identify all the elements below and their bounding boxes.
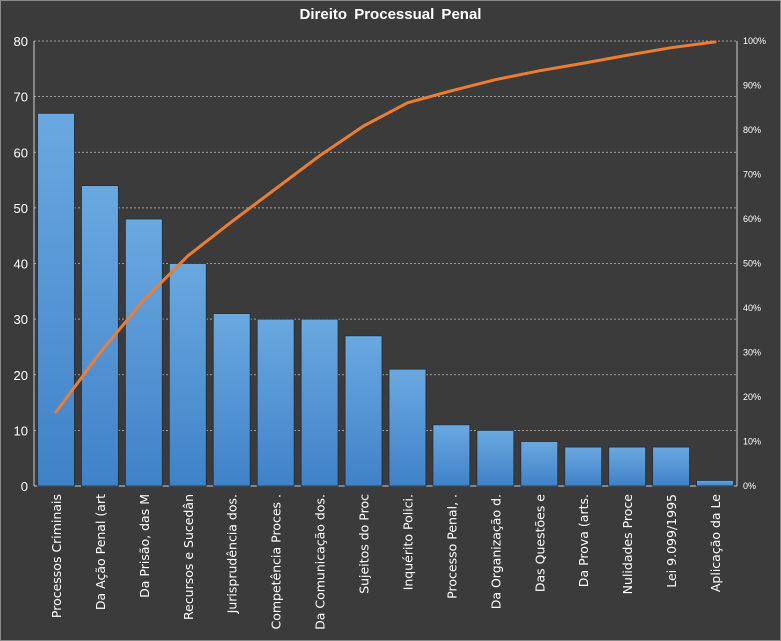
bar xyxy=(124,218,163,487)
chart-title: Direito Processual Penal xyxy=(299,6,482,23)
category-label: Jurisprudência dos. xyxy=(225,494,240,614)
category-label: Recursos e Sucedân xyxy=(181,494,196,620)
category-label: Competência Proces . xyxy=(269,494,284,630)
category-label: Sujeitos do Proc xyxy=(357,494,372,594)
category-label: Da Ação Penal (art xyxy=(93,494,108,610)
category-label: Aplicação da Le xyxy=(708,494,723,592)
y-tick-label: 0 xyxy=(21,479,28,494)
category-label: Da Organização d. xyxy=(488,494,503,609)
bar xyxy=(344,335,383,487)
y2-tick-label: 70% xyxy=(743,170,761,180)
y2-tick-label: 40% xyxy=(743,303,761,313)
category-label: Processo Penal, . xyxy=(444,494,459,599)
y2-tick-label: 10% xyxy=(743,437,761,447)
bar xyxy=(564,446,603,487)
category-label: Da Prisão, das M xyxy=(137,494,152,598)
category-label: Lei 9.099/1995 xyxy=(664,494,679,588)
bar xyxy=(696,480,734,487)
category-label: Da Comunicação dos. xyxy=(313,494,328,630)
bar xyxy=(476,429,515,487)
y2-tick-label: 20% xyxy=(743,392,761,402)
y2-tick-label: 100% xyxy=(743,36,766,46)
y-tick-label: 20 xyxy=(14,368,28,383)
bar xyxy=(300,318,339,487)
bar xyxy=(168,263,207,487)
bar xyxy=(256,318,295,487)
y-tick-label: 10 xyxy=(14,423,28,438)
y2-tick-label: 0% xyxy=(743,481,756,491)
y2-tick-label: 50% xyxy=(743,259,761,269)
bar xyxy=(520,441,559,487)
category-label: Da Prova (arts. xyxy=(576,494,591,587)
bar xyxy=(652,446,690,487)
category-label: Inquérito Polici. xyxy=(400,494,415,590)
bar xyxy=(432,424,471,487)
y-tick-label: 50 xyxy=(14,201,28,216)
category-label: Nulidades Proce xyxy=(620,494,635,595)
category-label: Processos Criminais xyxy=(49,494,64,618)
y2-tick-label: 80% xyxy=(743,125,761,135)
y-tick-label: 30 xyxy=(14,312,28,327)
bar xyxy=(388,368,427,487)
y-tick-label: 70 xyxy=(14,90,28,105)
category-label: Das Questões e xyxy=(532,494,547,592)
y-tick-label: 40 xyxy=(14,257,28,272)
y2-tick-label: 90% xyxy=(743,81,761,91)
y-tick-label: 80 xyxy=(14,34,28,49)
bar xyxy=(37,112,75,487)
y2-tick-label: 30% xyxy=(743,348,761,358)
bar xyxy=(212,313,251,487)
y-tick-label: 60 xyxy=(14,145,28,160)
cumulative-line xyxy=(54,40,717,414)
y2-tick-label: 60% xyxy=(743,214,761,224)
bar xyxy=(608,446,647,487)
